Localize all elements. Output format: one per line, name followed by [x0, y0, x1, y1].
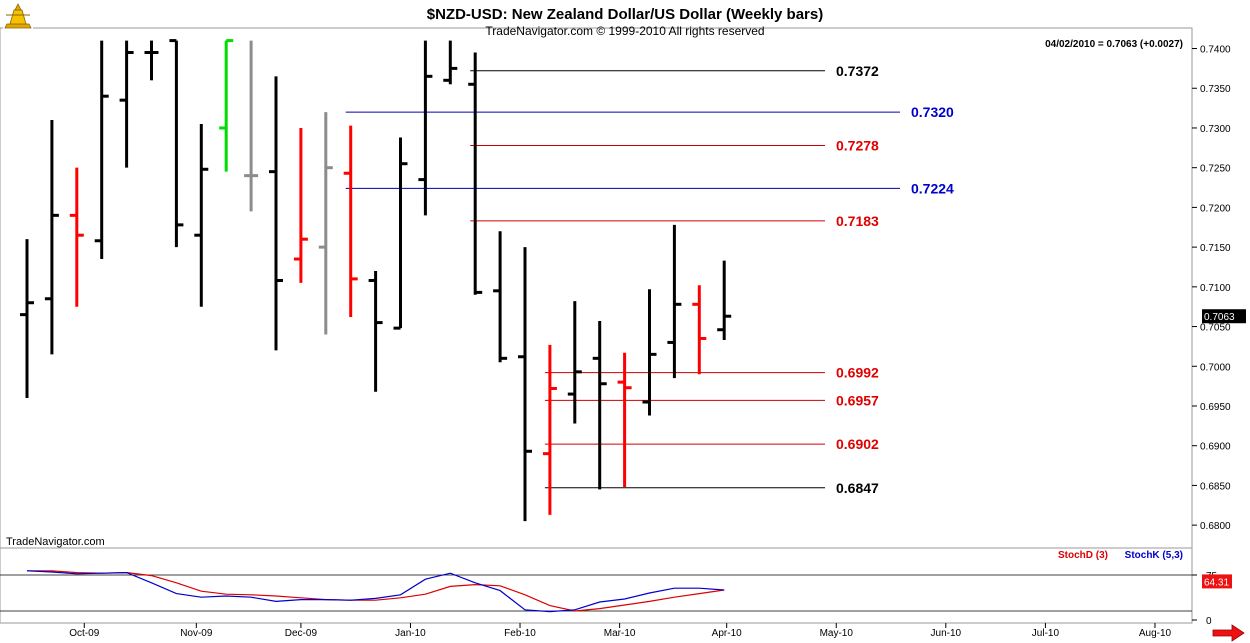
x-tick-label: Nov-09 — [180, 628, 213, 639]
time-x-axis: Oct-09 Nov-09 Dec-09 Jan-10 Feb-10 Mar-10 Apr-… — [69, 623, 1172, 639]
level-label: 0.7278 — [836, 137, 879, 153]
ohlc-bar — [20, 239, 34, 399]
level-label: 0.6902 — [836, 436, 879, 452]
level-label: 0.6957 — [836, 392, 879, 408]
ohlc-bar — [567, 301, 582, 424]
price-panel-frame — [0, 27, 1193, 549]
level-label: 0.7320 — [911, 104, 954, 120]
ohlc-bar — [169, 39, 184, 248]
x-tick-label: May-10 — [820, 628, 854, 639]
ohlc-bar — [318, 112, 333, 335]
price-tick-label: 0.6950 — [1200, 402, 1231, 413]
fibonacci-levels: 0.7372 0.7320 0.7278 0.7224 0.7183 0.6992 0.69… — [345, 63, 954, 496]
price-tick-label: 0.7150 — [1200, 243, 1231, 254]
stoch-last-box — [1202, 574, 1232, 589]
x-tick-label: Jul-10 — [1032, 628, 1060, 639]
level-label: 0.7183 — [836, 213, 879, 229]
ohlc-bar — [293, 127, 308, 283]
ohlc-bar — [144, 40, 159, 81]
ohlc-bar — [44, 120, 59, 355]
legend-stochd: StochD (3) — [1058, 550, 1108, 561]
price-bars — [20, 39, 732, 522]
ohlc-bar — [194, 123, 209, 307]
x-tick-label: Feb-10 — [504, 628, 536, 639]
stoch-series-line — [27, 570, 725, 612]
ohlc-bar — [717, 260, 732, 341]
ohlc-bar — [69, 167, 84, 307]
price-y-axis: 0.6800 0.6850 0.6900 0.6950 0.7000 0.7050 0.71… — [1192, 45, 1231, 532]
ohlc-bar — [443, 40, 458, 85]
x-tick-label: Jun-10 — [931, 628, 962, 639]
ohlc-bar — [368, 270, 383, 392]
price-tick-label: 0.7400 — [1200, 45, 1231, 56]
ohlc-bar — [119, 40, 134, 168]
stoch-last-label: 64.31 — [1204, 577, 1229, 588]
price-tick-label: 0.7050 — [1200, 323, 1231, 334]
stoch-series-line — [26, 570, 725, 613]
x-tick-label: Dec-09 — [285, 628, 318, 639]
last-price-label: 0.7063 — [1204, 312, 1235, 323]
ohlc-bar — [493, 231, 508, 363]
chart-title: $NZD-USD: New Zealand Dollar/US Dollar (… — [427, 6, 823, 23]
ohlc-bar — [542, 344, 557, 515]
price-readout: 04/02/2010 = 0.7063 (+0.0027) — [1045, 39, 1183, 50]
price-tick-label: 0.6850 — [1200, 481, 1231, 492]
last-price-marker: 0.7063 — [1202, 309, 1246, 324]
last-price-box — [1202, 309, 1246, 324]
ohlc-bar — [219, 39, 234, 172]
ohlc-bar — [343, 125, 358, 318]
stochastic-panel: 07564.31 — [0, 570, 1232, 627]
price-tick-label: 0.7250 — [1200, 164, 1231, 175]
price-tick-label: 0.7300 — [1200, 124, 1231, 135]
ohlc-bar — [393, 137, 408, 330]
price-tick-label: 0.7000 — [1200, 362, 1231, 373]
ohlc-bar — [518, 247, 532, 522]
price-tick-label: 0.7200 — [1200, 203, 1231, 214]
price-tick-label: 0.7100 — [1200, 283, 1231, 294]
chart-copyright: TradeNavigator.com © 1999-2010 All right… — [485, 24, 764, 38]
x-tick-label: Jan-10 — [395, 628, 426, 639]
level-label: 0.6847 — [836, 480, 879, 496]
x-tick-label: Oct-09 — [69, 628, 99, 639]
x-tick-label: Apr-10 — [712, 628, 742, 639]
ohlc-bar — [692, 285, 707, 375]
legend-stochk: StochK (5,3) — [1125, 550, 1183, 561]
ohlc-bar — [592, 320, 607, 490]
level-label: 0.7224 — [911, 180, 954, 196]
x-tick-label: Aug-10 — [1139, 628, 1172, 639]
x-tick-label: Mar-10 — [604, 628, 636, 639]
ohlc-bar — [94, 40, 109, 260]
level-label: 0.6992 — [836, 365, 879, 381]
indicator-panel-frame — [0, 547, 1193, 624]
ohlc-bar — [468, 52, 483, 295]
ohlc-bar — [617, 352, 632, 488]
stoch-tick-label: 0 — [1206, 616, 1212, 627]
ohlc-bar — [418, 40, 433, 216]
ohlc-bar — [269, 76, 283, 351]
ohlc-bar — [642, 289, 657, 416]
price-tick-label: 0.7350 — [1200, 84, 1231, 95]
ohlc-bar — [667, 224, 682, 379]
watermark-text: TradeNavigator.com — [6, 536, 105, 548]
level-label: 0.7372 — [836, 63, 879, 79]
scroll-right-arrow-icon[interactable] — [1212, 624, 1245, 642]
price-tick-label: 0.6900 — [1200, 442, 1231, 453]
trade-navigator-logo-icon[interactable] — [3, 3, 33, 31]
ohlc-bar — [244, 40, 259, 212]
price-tick-label: 0.6800 — [1200, 521, 1231, 532]
